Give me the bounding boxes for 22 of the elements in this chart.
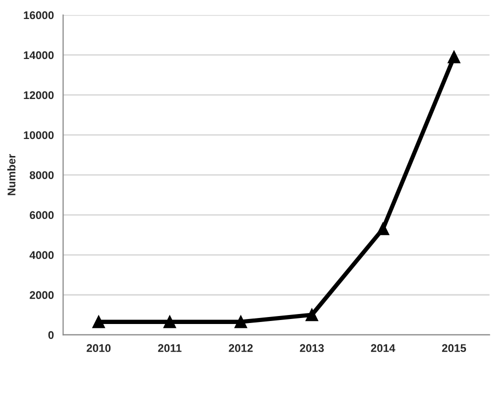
point <box>234 316 248 328</box>
point <box>448 50 460 64</box>
point <box>163 316 176 328</box>
y-tick-label: 16000 <box>24 11 54 20</box>
x-tick-label: 2015 <box>442 344 466 352</box>
x-tick-label: 2013 <box>300 344 324 352</box>
y-tick-label: 12000 <box>24 91 54 100</box>
y-tick-label: 8000 <box>30 171 54 180</box>
point <box>92 316 105 328</box>
x-tick-label: 2012 <box>228 344 253 352</box>
point <box>306 308 318 322</box>
y-tick-label: 14000 <box>24 51 54 60</box>
y-tick-label: 0 <box>48 331 54 339</box>
x-tick-label: 2014 <box>370 344 396 352</box>
y-tick-label: 6000 <box>30 211 54 220</box>
x-tick-label: 2010 <box>86 344 111 352</box>
point <box>376 222 390 236</box>
y-tick-label: 4000 <box>30 251 54 260</box>
y-tick-label: 2000 <box>30 291 54 300</box>
y-tick-label: 10000 <box>24 131 54 140</box>
x-tick-label: 2011 <box>158 344 182 352</box>
y-axis-title: Number <box>7 154 16 196</box>
